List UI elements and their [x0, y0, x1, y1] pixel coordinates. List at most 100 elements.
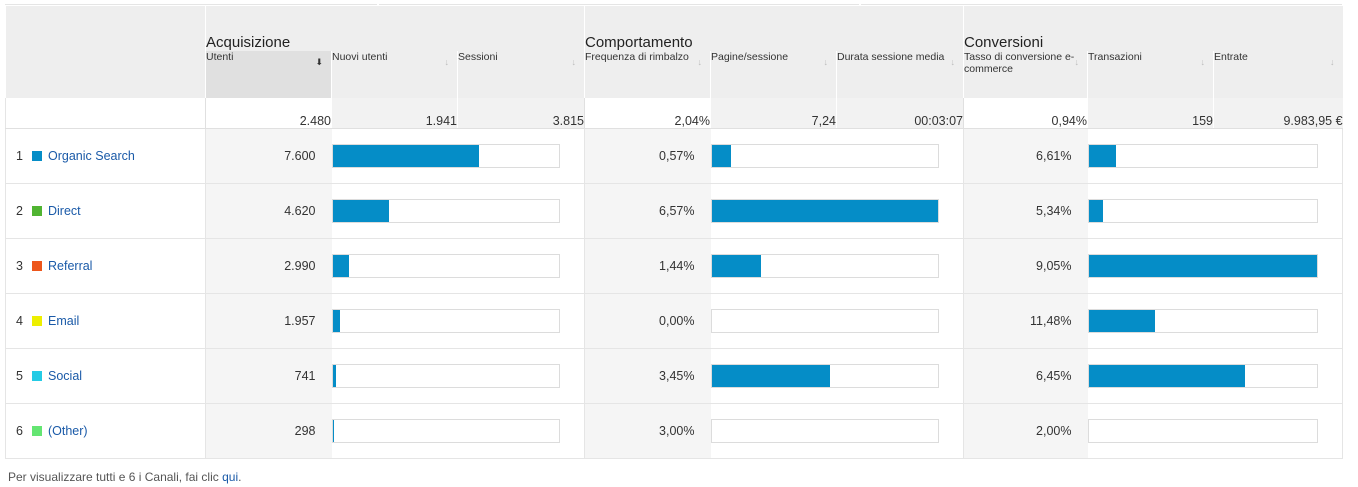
conv-bar-track [1087, 254, 1319, 278]
row-index: 3 [16, 259, 23, 273]
sort-icon[interactable]: ↓ [1074, 57, 1080, 67]
users-bar-cell [331, 403, 585, 459]
users-bar-cell [331, 128, 585, 184]
col-header-conv-rate[interactable]: Tasso di conversione e-commerce ↓ [963, 51, 1088, 98]
users-bar-track [331, 419, 560, 443]
col-label-transactions: Transazioni [1088, 51, 1142, 63]
conv-rate-value: 11,48% [963, 293, 1088, 349]
sort-icon[interactable]: ↓ [444, 57, 450, 67]
total-bounce-rate: 2,04% [584, 98, 711, 129]
conv-bar-track [1087, 144, 1319, 168]
bounce-value: 3,45% [584, 348, 711, 404]
users-bar-track [331, 144, 560, 168]
conv-bar [1088, 145, 1116, 167]
col-label-new-users: Nuovi utenti [332, 51, 388, 63]
users-bar-track [331, 309, 560, 333]
channel-rows: 1 Organic Search 7.600 0,57% 6,61% 2 Direct 4.6… [5, 128, 1344, 459]
conv-bar [1088, 255, 1318, 277]
sort-descending-icon[interactable]: ⬇ [315, 57, 323, 67]
bounce-bar-track [710, 199, 939, 223]
users-bar-cell [331, 293, 585, 349]
conv-rate-value: 6,45% [963, 348, 1088, 404]
footer-note: Per visualizzare tutti e 6 i Canali, fai… [8, 470, 241, 484]
footer-end: . [238, 470, 242, 484]
conv-bar-cell [1087, 128, 1344, 184]
bounce-bar-track [710, 254, 939, 278]
channel-cell: 5 Social [5, 348, 206, 404]
sort-icon[interactable]: ↓ [571, 57, 577, 67]
col-header-users[interactable]: Utenti ⬇ [205, 51, 332, 98]
col-header-sessions[interactable]: Sessioni ↓ [457, 51, 585, 98]
users-bar-track [331, 254, 560, 278]
totals-blank [5, 98, 206, 129]
col-label-revenue: Entrate [1214, 51, 1248, 63]
column-header-blank [5, 51, 206, 98]
legend-swatch [32, 261, 42, 271]
channel-link[interactable]: Direct [48, 204, 81, 218]
channel-cell: 6 (Other) [5, 403, 206, 459]
conv-bar-cell [1087, 348, 1344, 404]
conv-bar-cell [1087, 293, 1344, 349]
conv-rate-value: 5,34% [963, 183, 1088, 239]
conv-bar [1088, 200, 1104, 222]
conv-bar-track [1087, 309, 1319, 333]
users-value: 298 [205, 403, 332, 459]
column-header-row: Utenti ⬇ Nuovi utenti ↓ Sessioni ↓ Frequenz… [5, 51, 1343, 98]
col-header-new-users[interactable]: Nuovi utenti ↓ [331, 51, 458, 98]
total-pages-session: 7,24 [710, 98, 837, 129]
col-header-revenue[interactable]: Entrate ↓ [1212, 51, 1343, 98]
footer-link[interactable]: qui [222, 470, 239, 484]
row-index: 2 [16, 204, 23, 218]
users-value: 7.600 [205, 128, 332, 184]
top-strip [0, 0, 1358, 6]
sort-icon[interactable]: ↓ [823, 57, 829, 67]
channel-link[interactable]: (Other) [48, 424, 88, 438]
table-row: 4 Email 1.957 0,00% 11,48% [5, 293, 1344, 349]
col-header-pages-session[interactable]: Pagine/sessione ↓ [710, 51, 837, 98]
conv-bar [1088, 365, 1246, 387]
legend-swatch [32, 316, 42, 326]
users-bar [332, 145, 479, 167]
conv-bar-cell [1087, 403, 1344, 459]
users-value: 741 [205, 348, 332, 404]
sort-icon[interactable]: ↓ [697, 57, 703, 67]
users-bar [332, 310, 341, 332]
sort-icon[interactable]: ↓ [1200, 57, 1206, 67]
col-header-avg-duration[interactable]: Durata sessione media ↓ [836, 51, 964, 98]
channel-link[interactable]: Organic Search [48, 149, 135, 163]
row-index: 1 [16, 149, 23, 163]
users-bar [332, 420, 334, 442]
bounce-value: 0,57% [584, 128, 711, 184]
users-bar-cell [331, 348, 585, 404]
users-value: 1.957 [205, 293, 332, 349]
sort-icon[interactable]: ↓ [1330, 57, 1335, 67]
users-bar [332, 200, 390, 222]
table-row: 5 Social 741 3,45% 6,45% [5, 348, 1344, 404]
bounce-bar [711, 255, 762, 277]
channel-link[interactable]: Email [48, 314, 80, 328]
sort-icon[interactable]: ↓ [950, 57, 956, 67]
total-transactions: 159 [1087, 98, 1214, 129]
bounce-value: 1,44% [584, 238, 711, 294]
top-strip-segment [379, 0, 859, 5]
bounce-bar-track [710, 419, 939, 443]
col-header-transactions[interactable]: Transazioni ↓ [1087, 51, 1214, 98]
legend-swatch [32, 371, 42, 381]
users-bar [332, 255, 350, 277]
channel-link[interactable]: Social [48, 369, 83, 383]
col-label-users: Utenti [206, 51, 234, 63]
total-sessions: 3.815 [457, 98, 585, 129]
row-index: 4 [16, 314, 23, 328]
bounce-bar-cell [710, 403, 964, 459]
col-header-bounce-rate[interactable]: Frequenza di rimbalzo ↓ [584, 51, 711, 98]
bounce-bar [711, 200, 938, 222]
totals-row: 2.480 1.941 3.815 2,04% 7,24 00:03:07 0,… [5, 98, 1343, 129]
group-header-blank [5, 6, 206, 51]
total-new-users: 1.941 [331, 98, 458, 129]
users-bar-track [331, 199, 560, 223]
conv-bar-track [1087, 199, 1319, 223]
channel-link[interactable]: Referral [48, 259, 93, 273]
conv-rate-value: 6,61% [963, 128, 1088, 184]
bounce-bar-cell [710, 348, 964, 404]
row-index: 5 [16, 369, 23, 383]
